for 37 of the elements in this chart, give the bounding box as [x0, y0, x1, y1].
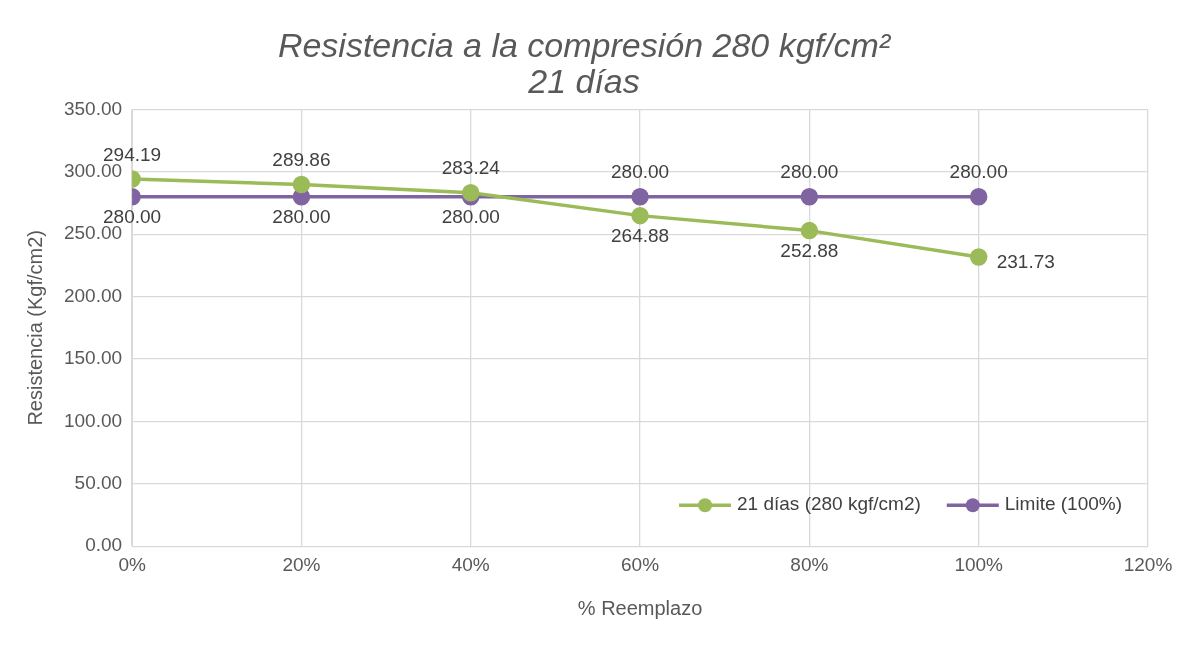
legend-label: Limite (100%): [1004, 493, 1123, 515]
data-label: 280.00: [272, 206, 331, 228]
y-tick-label: 350.00: [63, 97, 123, 119]
x-axis-title: % Reemplazo: [577, 596, 703, 619]
y-tick-label: 200.00: [63, 284, 123, 306]
y-tick-label: 250.00: [63, 222, 123, 244]
data-label: 289.86: [272, 149, 331, 171]
x-tick-label: 40%: [451, 553, 490, 575]
y-tick-label: 50.00: [74, 472, 123, 494]
x-tick-label: 120%: [1123, 553, 1173, 575]
y-tick-label: 150.00: [63, 347, 123, 369]
point: [292, 175, 311, 194]
point: [631, 188, 649, 206]
data-label: 280.00: [949, 161, 1008, 183]
point: [631, 206, 649, 225]
data-label: 280.00: [780, 161, 839, 183]
x-tick-label: 80%: [790, 553, 829, 575]
data-label: 283.24: [441, 157, 501, 179]
data-label: 280.00: [610, 161, 670, 183]
legend-label: 21 días (280 kgf/cm2): [737, 493, 921, 515]
chart-title: Resistencia a la compresión 280 kgf/cm²: [277, 26, 892, 65]
point: [969, 188, 988, 206]
point: [969, 248, 988, 266]
point: [800, 221, 819, 240]
data-label: 264.88: [610, 225, 670, 247]
point: [461, 183, 480, 202]
data-label: 280.00: [441, 206, 500, 228]
y-tick-label: 100.00: [63, 409, 123, 431]
x-tick-label: 100%: [954, 553, 1004, 575]
data-label: 252.88: [780, 240, 839, 262]
x-tick-label: 0%: [118, 553, 146, 575]
x-tick-label: 60%: [621, 553, 660, 575]
x-tick-label: 20%: [282, 553, 321, 575]
data-label: 231.73: [996, 251, 1055, 273]
point: [800, 188, 819, 206]
y-axis-title: Resistencia (Kgf/cm2): [23, 229, 46, 426]
y-tick-label: 0.00: [85, 534, 123, 556]
